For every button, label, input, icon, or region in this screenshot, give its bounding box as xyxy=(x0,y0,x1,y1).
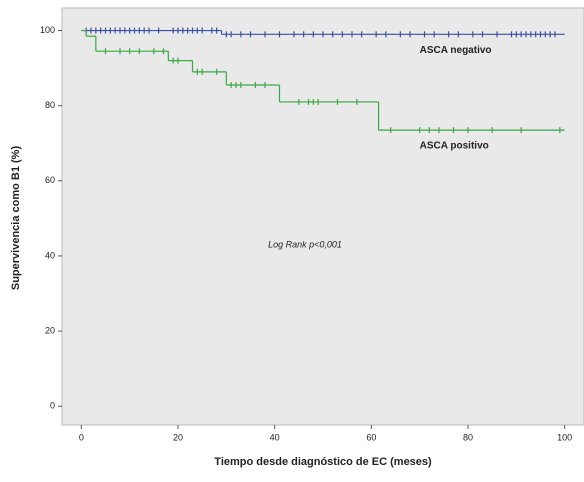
plot-area xyxy=(61,7,584,426)
x-tick-label: 0 xyxy=(79,432,84,442)
annotation: Log Rank p<0,001 xyxy=(268,239,342,249)
x-tick-label: 60 xyxy=(366,432,376,442)
x-tick-label: 100 xyxy=(557,432,572,442)
y-tick-label: 100 xyxy=(40,25,55,35)
y-tick-label: 20 xyxy=(45,325,55,335)
x-tick-label: 80 xyxy=(463,432,473,442)
x-axis-title: Tiempo desde diagnóstico de EC (meses) xyxy=(214,456,432,468)
y-tick-label: 0 xyxy=(50,401,55,411)
x-tick-label: 20 xyxy=(173,432,183,442)
x-tick-label: 40 xyxy=(270,432,280,442)
series-label: ASCA negativo xyxy=(420,45,492,56)
y-tick-label: 80 xyxy=(45,100,55,110)
y-axis-title: Supervivencia como B1 (%) xyxy=(10,146,22,291)
series-label: ASCA positivo xyxy=(420,141,489,152)
y-tick-label: 60 xyxy=(45,175,55,185)
y-tick-label: 40 xyxy=(45,250,55,260)
